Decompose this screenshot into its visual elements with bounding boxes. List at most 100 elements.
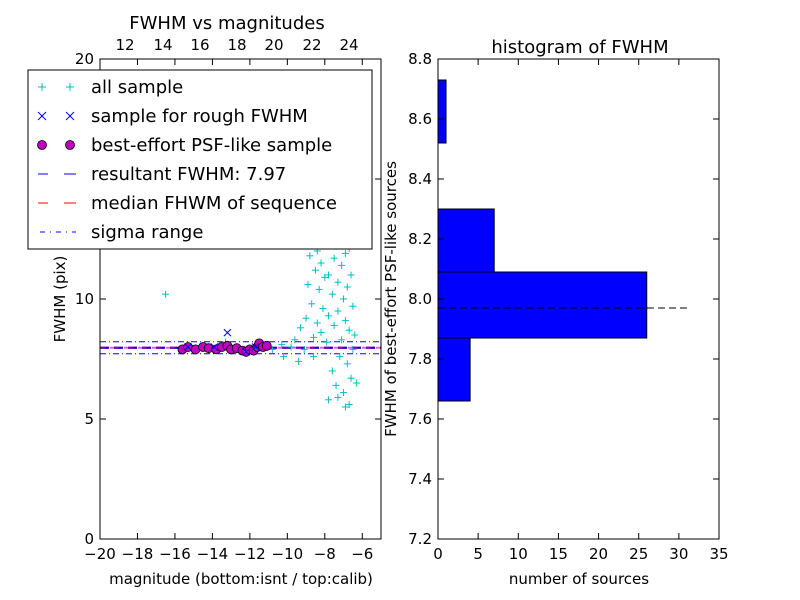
all-sample-point [315, 285, 323, 293]
all-sample-point [334, 278, 342, 286]
legend-entry-label: median FHWM of sequence [91, 193, 337, 214]
all-sample-point [287, 343, 295, 351]
all-sample-point [306, 252, 314, 260]
legend-entry: resultant FWHM: 7.97 [38, 164, 286, 185]
legend-entry-label: resultant FWHM: 7.97 [91, 164, 286, 185]
histogram-bar [437, 79, 447, 144]
all-sample-point [330, 321, 338, 329]
all-sample-point [325, 396, 333, 404]
right-x-ticks: 0 5 10 15 20 25 30 35 [433, 59, 729, 563]
left-x-tick-label: −18 [122, 545, 154, 563]
all-sample-point [278, 341, 286, 349]
legend-entry: sample for rough FWHM [37, 106, 308, 127]
right-x-axis-label: number of sources [509, 570, 649, 588]
rough-sample-point [251, 343, 260, 351]
all-sample-point [334, 393, 342, 401]
all-sample-point [343, 283, 351, 291]
all-sample-point [323, 338, 331, 346]
all-sample-point [280, 353, 288, 361]
right-y-tick-label: 8.8 [408, 50, 432, 68]
all-sample-point [296, 324, 304, 332]
all-sample-point [341, 249, 349, 257]
rough-sample-point [223, 328, 232, 337]
top-axis-tick-label: 22 [302, 36, 321, 54]
rough-sample-point [242, 347, 250, 356]
all-sample-point [310, 333, 318, 341]
right-x-tick-label: 0 [433, 545, 443, 563]
all-sample-point [340, 295, 348, 303]
all-sample-point [313, 319, 321, 327]
top-axis-tick-label: 18 [227, 36, 246, 54]
left-x-tick-label: −12 [234, 545, 266, 563]
top-axis-tick-label: 14 [153, 36, 172, 54]
all-sample-point [334, 307, 342, 315]
all-sample-point [319, 305, 327, 313]
all-sample-point [353, 379, 361, 387]
all-sample-point [351, 331, 359, 339]
all-sample-point [336, 353, 344, 361]
psf-like-sample-point [261, 340, 272, 351]
right-x-tick-label: 10 [509, 545, 528, 563]
all-sample-point [317, 329, 325, 337]
right-x-tick-label: 30 [669, 545, 688, 563]
all-sample-point [349, 345, 357, 353]
legend-entry: all sample [38, 77, 183, 98]
top-axis-tick-label: 16 [190, 36, 209, 54]
all-sample-point [340, 389, 348, 397]
top-axis-tick-label: 12 [115, 36, 134, 54]
all-sample-point [332, 381, 340, 389]
legend-marker-circle [65, 140, 75, 150]
all-sample-point [349, 302, 357, 310]
all-sample-point [330, 254, 338, 262]
left-x-tick-label: −20 [84, 545, 116, 563]
right-y-tick-label: 7.4 [408, 470, 432, 488]
left-x-axis-label: magnitude (bottom:isnt / top:calib) [109, 570, 373, 588]
all-sample-point [325, 271, 333, 279]
legend: all sample sample for rough FWHM best-effo… [27, 69, 373, 250]
all-sample-point [341, 403, 349, 411]
legend-marker-x [65, 111, 75, 121]
legend-entry-label: all sample [91, 77, 183, 98]
rough-sample-point [210, 343, 219, 351]
histogram-panel: histogram of FWHM 0 5 10 15 20 25 30 35 7.27.47… [382, 37, 729, 588]
histogram-plot-area [437, 79, 691, 402]
histogram-bar [437, 271, 648, 339]
legend-entry-label: sample for rough FWHM [91, 106, 308, 127]
all-sample-point [347, 271, 355, 279]
legend-entry: median FHWM of sequence [38, 193, 337, 214]
right-y-tick-label: 8.6 [408, 110, 432, 128]
legend-entry-label: sigma range [91, 222, 203, 243]
histogram-bar [437, 337, 471, 402]
left-x-tick-label: −10 [272, 545, 304, 563]
all-sample-point [291, 336, 299, 344]
legend-marker-circle [37, 140, 47, 150]
right-y-tick-label: 7.8 [408, 350, 432, 368]
all-sample-point [338, 336, 346, 344]
left-y-axis-label: FWHM (pix) [51, 256, 69, 343]
all-sample-point [295, 357, 303, 365]
fwhm-vs-magnitude-panel: FWHM vs magnitudes −20 −18 −16 −14 −12 −10 −8−… [27, 13, 382, 588]
right-x-tick-label: 25 [629, 545, 648, 563]
all-sample-point [338, 261, 346, 269]
left-y-tick-label: 20 [75, 50, 94, 68]
left-y-tick-label: 5 [84, 410, 94, 428]
all-sample-point [300, 345, 308, 353]
all-sample-point [321, 273, 329, 281]
all-sample-point [345, 401, 353, 409]
legend-box [27, 69, 373, 250]
legend-entry: sigma range [40, 222, 203, 243]
all-sample-point [343, 360, 351, 368]
right-x-tick-label: 20 [589, 545, 608, 563]
right-y-tick-label: 8.0 [408, 290, 432, 308]
left-y-tick-label: 10 [75, 290, 94, 308]
right-y-tick-label: 7.2 [408, 530, 432, 548]
left-x-ticks: −20 −18 −16 −14 −12 −10 −8 −6 [84, 59, 373, 563]
all-sample-point [347, 374, 355, 382]
left-y-tick-label: 0 [84, 530, 94, 548]
right-chart-title: histogram of FWHM [491, 37, 668, 58]
all-sample-point [302, 314, 310, 322]
right-y-axis-label: FWHM of best-effort PSF-like sources [382, 161, 400, 437]
all-sample-point [345, 326, 353, 334]
left-x-tick-label: −16 [159, 545, 191, 563]
